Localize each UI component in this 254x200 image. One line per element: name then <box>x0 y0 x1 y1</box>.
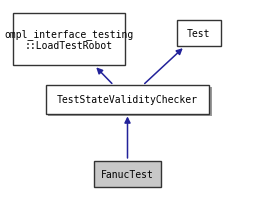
FancyBboxPatch shape <box>48 88 211 116</box>
FancyBboxPatch shape <box>46 86 208 114</box>
Text: FanucTest: FanucTest <box>101 169 153 179</box>
FancyBboxPatch shape <box>94 161 160 187</box>
Text: TestStateValidityChecker: TestStateValidityChecker <box>57 95 197 105</box>
Text: ompl_interface_testing
::LoadTestRobot: ompl_interface_testing ::LoadTestRobot <box>4 29 133 51</box>
FancyBboxPatch shape <box>177 21 220 47</box>
Text: Test: Test <box>186 29 210 39</box>
FancyBboxPatch shape <box>13 14 124 66</box>
